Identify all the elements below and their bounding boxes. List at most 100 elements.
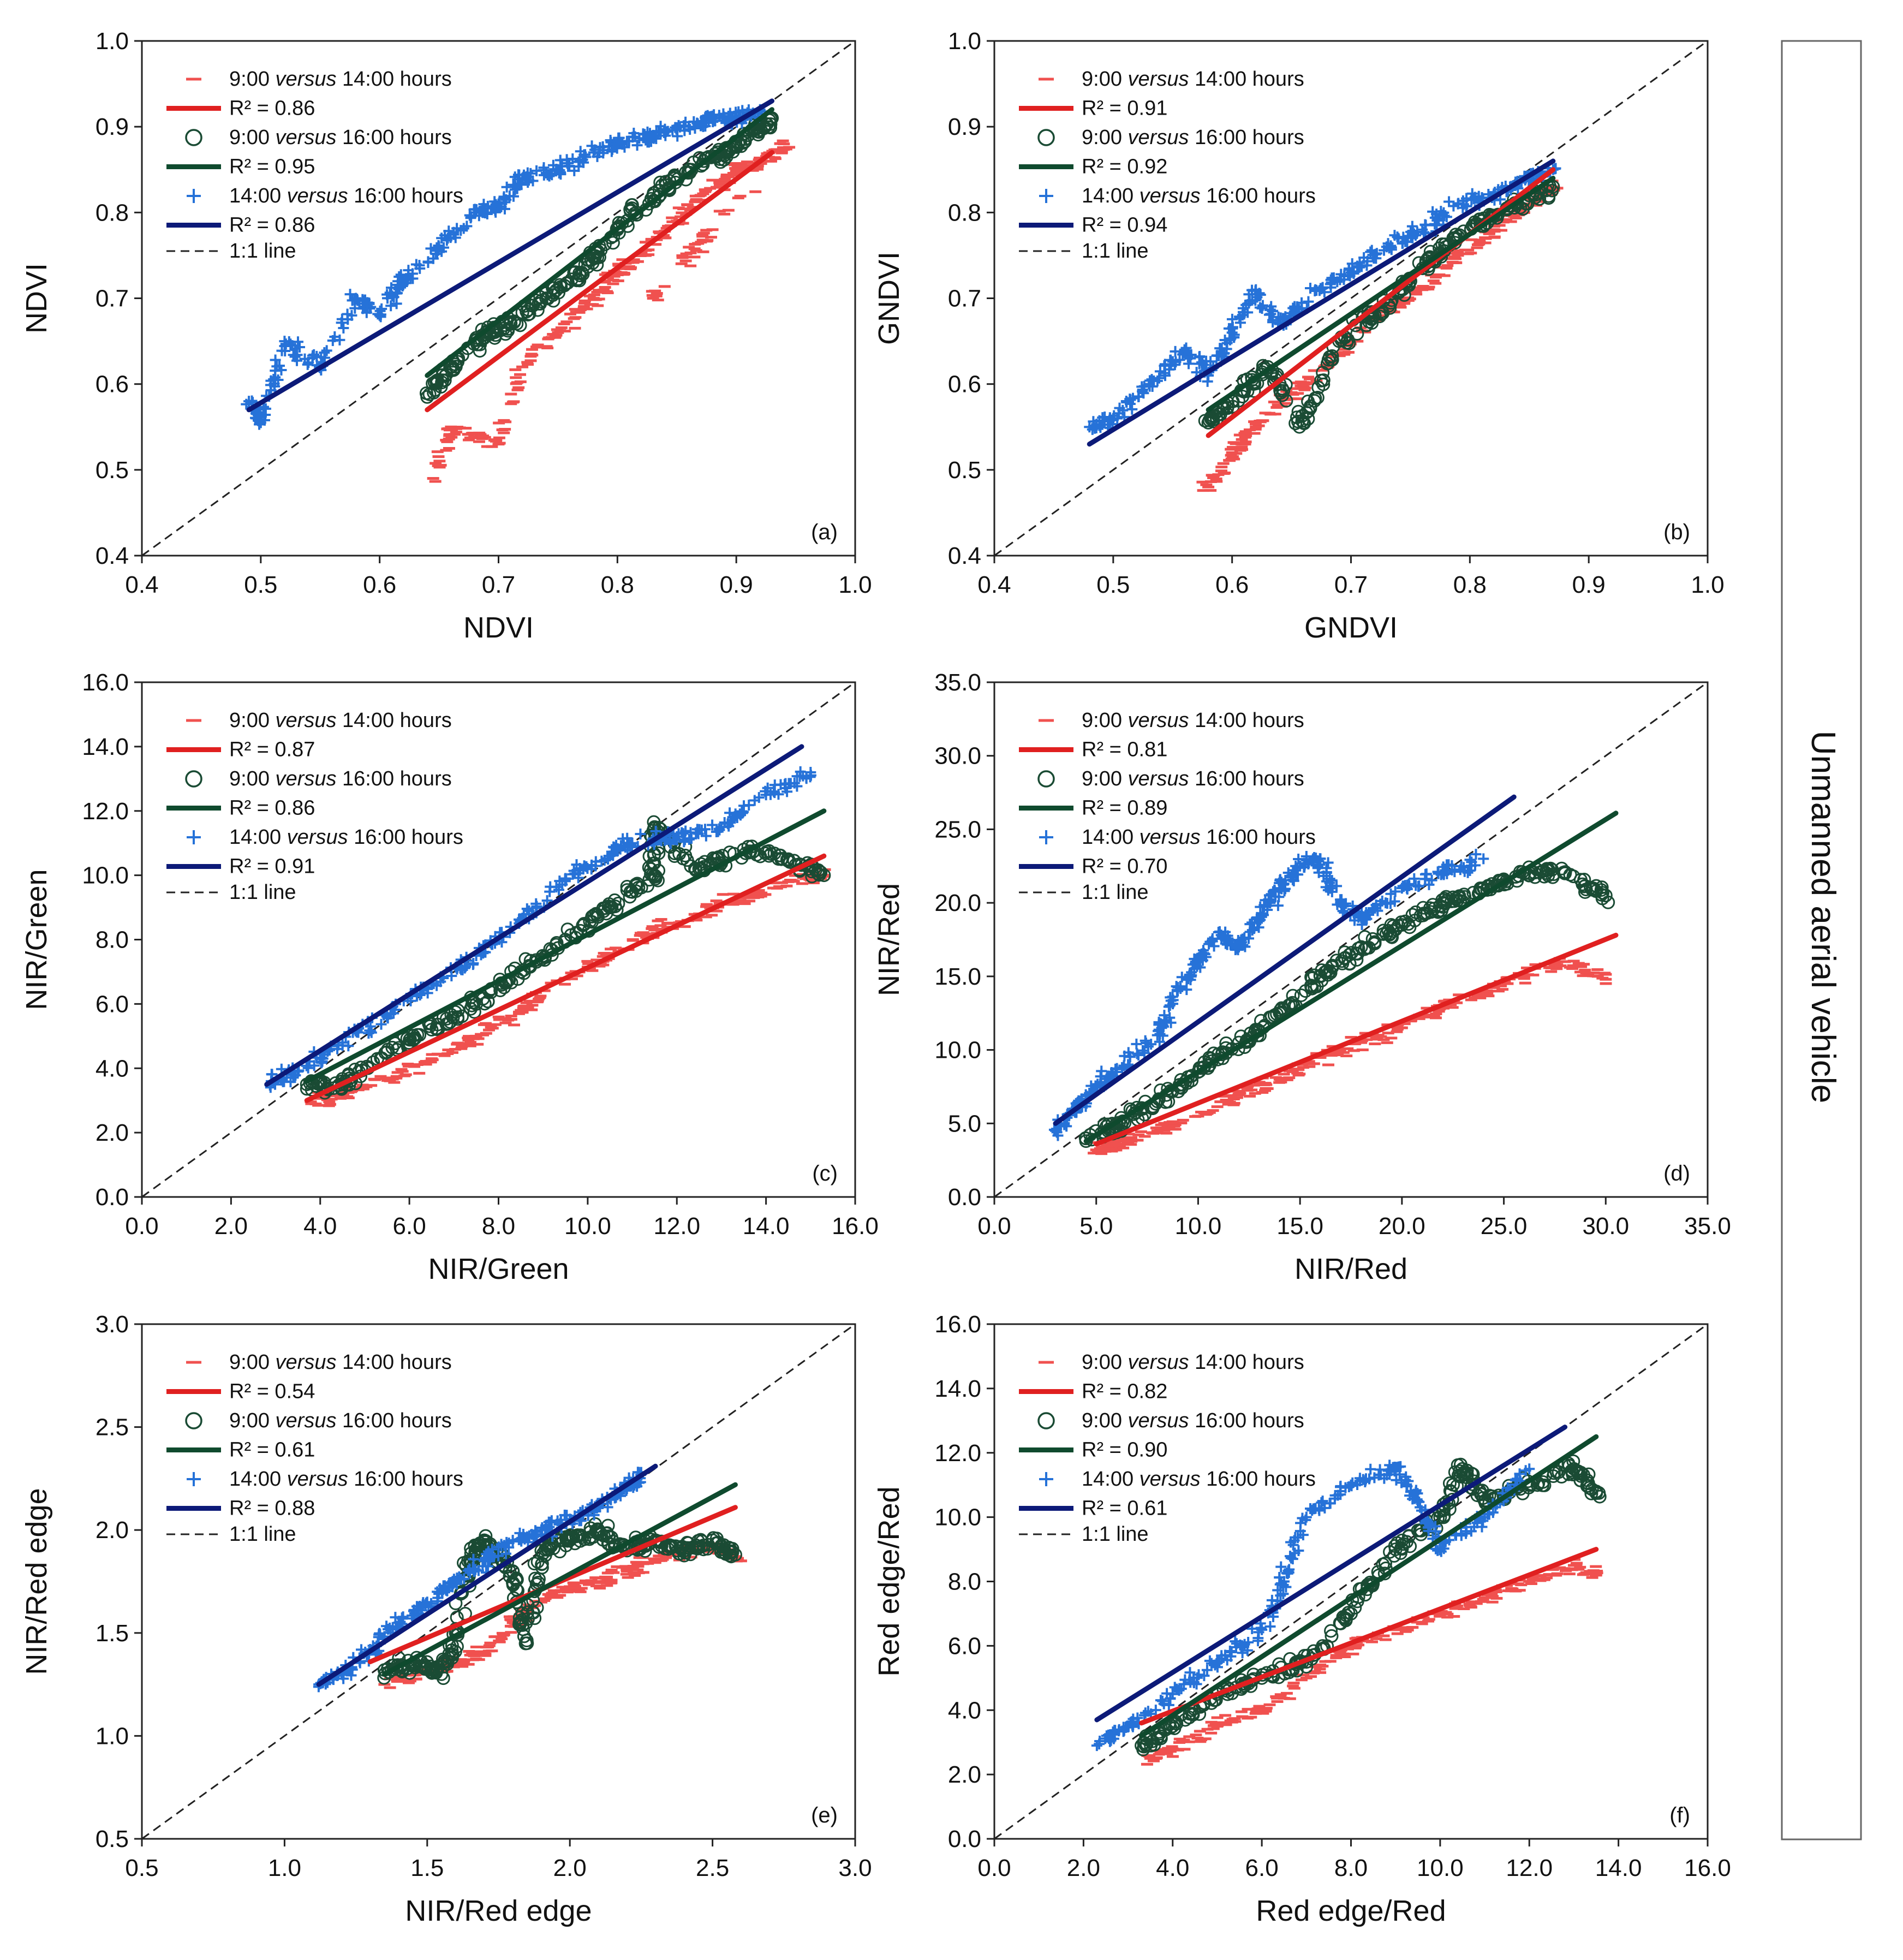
- data-point: [493, 198, 504, 210]
- x-tick-label: 14.0: [1595, 1855, 1642, 1881]
- data-point: [713, 858, 727, 872]
- data-point: [444, 360, 458, 374]
- data-point: [509, 1582, 523, 1596]
- y-tick-label: 8.0: [96, 927, 129, 954]
- x-tick-label: 0.7: [1334, 571, 1368, 598]
- y-tick-label: 3.0: [96, 1311, 129, 1338]
- data-point: [578, 149, 590, 160]
- data-point: [1476, 192, 1488, 203]
- data-point: [444, 1577, 456, 1588]
- x-axis-title: NIR/Red: [1294, 1253, 1407, 1285]
- y-tick-label: 1.5: [96, 1620, 129, 1647]
- legend-text-part: 16:00 hours: [336, 126, 451, 149]
- data-point: [569, 165, 580, 176]
- data-point: [1239, 932, 1250, 943]
- data-point: [520, 1636, 534, 1651]
- data-point: [603, 901, 617, 915]
- data-point: [1295, 414, 1309, 428]
- data-point: [678, 836, 690, 848]
- data-point: [270, 354, 281, 366]
- data-point: [500, 1548, 511, 1559]
- data-point: [433, 241, 445, 253]
- y-tick-label: 15.0: [934, 963, 981, 990]
- data-point: [1124, 1051, 1136, 1062]
- y-tick-label: 35.0: [934, 669, 981, 696]
- data-point: [470, 1564, 481, 1575]
- legend-text-part: 16:00 hours: [1201, 826, 1316, 849]
- data-point: [1059, 1119, 1070, 1130]
- data-point: [728, 1547, 742, 1562]
- y-tick-label: 4.0: [948, 1697, 981, 1724]
- legend-marker-circle: [185, 129, 202, 146]
- data-point: [343, 1040, 354, 1052]
- data-point: [562, 157, 573, 169]
- y-tick-label: 0.0: [948, 1184, 981, 1211]
- legend-text-italic: versus: [1140, 826, 1201, 849]
- x-axis-title: Red edge/Red: [1256, 1895, 1446, 1927]
- data-point: [707, 112, 718, 124]
- data-point: [1356, 912, 1367, 924]
- data-point: [301, 1060, 312, 1071]
- y-axis-title: Red edge/Red: [873, 1486, 905, 1676]
- data-point: [1254, 1014, 1268, 1028]
- data-point: [507, 1535, 518, 1546]
- data-point: [1362, 255, 1373, 267]
- legend-entry-1: 9:00 versus 14:00 hours: [229, 709, 452, 732]
- data-point: [1228, 332, 1240, 343]
- series-3-fit-line: [264, 744, 804, 1087]
- legend-text-part: 16:00 hours: [348, 184, 463, 207]
- data-point: [393, 1617, 404, 1628]
- data-point: [443, 225, 455, 237]
- data-point: [1203, 938, 1215, 950]
- data-point: [1296, 415, 1310, 430]
- data-point: [623, 135, 635, 147]
- panel-d: 0.0 5.0 10.0 15.0 20.0 25.0 30.0 35.0 0.0 5.0 10.0…: [873, 669, 1731, 1285]
- legend-text-italic: versus: [1128, 767, 1189, 790]
- legend-r2: R² = 0.70: [1082, 855, 1167, 878]
- x-axis-title: NDVI: [463, 611, 534, 644]
- legend-marker-circle: [1037, 129, 1055, 146]
- legend-text-part: 16:00 hours: [336, 767, 451, 790]
- legend-marker-plus: [187, 189, 201, 203]
- data-point: [791, 771, 803, 782]
- y-tick-label: 20.0: [934, 890, 981, 916]
- y-tick-label: 5.0: [948, 1110, 981, 1137]
- x-tick-label: 6.0: [393, 1213, 426, 1240]
- data-point: [569, 265, 583, 279]
- data-point: [509, 1573, 523, 1587]
- data-point: [723, 110, 734, 122]
- series-2-fit-line: [304, 808, 827, 1084]
- x-tick-label: 10.0: [1417, 1855, 1464, 1881]
- data-point: [1294, 988, 1308, 1002]
- data-point: [691, 117, 703, 129]
- data-point: [1273, 384, 1287, 398]
- legend: 9:00 versus 14:00 hours R² = 0.81 9:00 ver…: [1019, 709, 1316, 904]
- data-point: [498, 191, 510, 202]
- data-point: [291, 349, 303, 361]
- data-point: [1401, 917, 1415, 931]
- data-point: [482, 1546, 494, 1557]
- legend-r2: R² = 0.91: [1082, 97, 1167, 120]
- data-point: [1159, 1010, 1170, 1021]
- data-point: [631, 880, 646, 895]
- data-point: [671, 831, 683, 842]
- one-to-one-line: [141, 1323, 856, 1840]
- data-point: [1165, 1017, 1177, 1028]
- data-point: [363, 1027, 374, 1039]
- data-point: [1140, 1035, 1151, 1046]
- legend-text-part: 14:00: [1082, 184, 1140, 207]
- data-point: [1478, 853, 1489, 865]
- data-point: [1192, 956, 1204, 967]
- legend: 9:00 versus 14:00 hours R² = 0.86 9:00 ver…: [166, 68, 463, 263]
- data-point: [719, 1547, 733, 1561]
- x-tick-label: 8.0: [482, 1213, 515, 1240]
- data-point: [1469, 860, 1481, 871]
- legend-text-italic: versus: [287, 184, 348, 207]
- data-point: [1221, 337, 1233, 349]
- data-point: [702, 150, 716, 164]
- legend-text-part: 9:00: [229, 709, 276, 732]
- series-1-fit-line: [304, 853, 827, 1103]
- data-point: [1573, 873, 1588, 887]
- y-axis-title: NIR/Green: [20, 869, 53, 1010]
- y-tick-label: 0.9: [948, 114, 981, 140]
